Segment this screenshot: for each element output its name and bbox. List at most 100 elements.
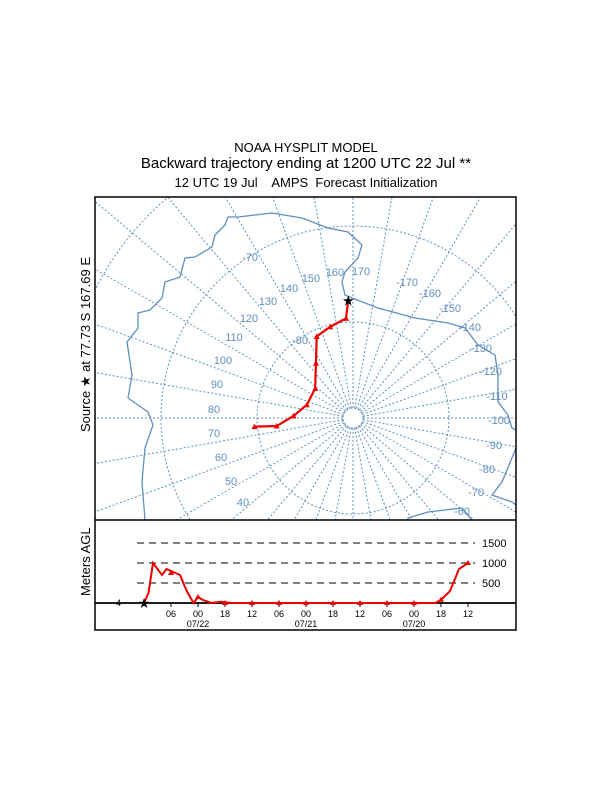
meridian-line	[359, 425, 439, 520]
meridian-line	[315, 427, 351, 520]
height-tick-label: 1000	[482, 558, 506, 570]
meridian-line	[95, 420, 344, 513]
height-marker	[357, 600, 363, 605]
time-tick-label: 18	[436, 609, 446, 619]
meridian-line	[224, 197, 349, 410]
left-axis-label: 4	[116, 598, 121, 608]
lat-lon-grid	[95, 197, 516, 520]
date-label: 07/21	[295, 619, 318, 629]
meridian-line	[357, 426, 413, 520]
source-star-icon: ★	[342, 292, 355, 308]
meridian-line	[95, 323, 344, 416]
time-tick-label: 12	[463, 609, 473, 619]
trajectory-marker	[313, 333, 320, 339]
plot-frame	[94, 196, 517, 631]
source-label: Source ★ at 77.73 S 167.69 E	[78, 257, 93, 432]
meridian-label: 150	[302, 273, 320, 285]
meridian-label: -60	[454, 506, 470, 518]
pole-circle	[342, 407, 364, 429]
height-panel: 500 1000 1500 4 06 00 18 12 06 00 18 12 06 00 18 12 07/2…	[95, 538, 516, 629]
meridian-line	[293, 426, 349, 520]
trajectory-marker	[312, 360, 319, 366]
height-marker	[411, 600, 417, 605]
source-star-icon: ★	[138, 595, 151, 611]
meridian-line	[355, 427, 391, 520]
trajectory-marker	[327, 323, 334, 330]
meridian-label: 70	[208, 428, 220, 440]
meridian-label: 50	[225, 476, 237, 488]
meridian-label: 110	[225, 332, 243, 344]
meridian-label: 130	[259, 296, 277, 308]
height-marker	[384, 600, 390, 605]
meridian-label: 140	[280, 283, 298, 295]
meridian-line	[167, 197, 347, 411]
coastline-east	[490, 447, 516, 506]
meridian-line	[362, 420, 516, 478]
meridian-line	[361, 422, 516, 513]
meridian-label: -80	[292, 335, 308, 347]
meridian-label: 40	[237, 497, 249, 509]
map-panel: -70 150 160 170 -170-160 -150 -140 -130 -120 -110…	[95, 197, 516, 520]
meridian-label: 90	[211, 379, 223, 391]
meridian-label: 170	[352, 266, 370, 278]
time-tick-label: 00	[301, 609, 311, 619]
time-tick-label: 18	[220, 609, 230, 619]
meridian-label: 60	[215, 452, 227, 464]
time-tick-label: 06	[166, 609, 176, 619]
height-tick-label: 1500	[482, 538, 506, 550]
meridian-label: -70	[242, 252, 258, 264]
meridian-line	[354, 427, 372, 520]
meridian-line	[231, 424, 346, 520]
coastline-south	[407, 507, 473, 520]
height-marker	[195, 594, 201, 599]
height-marker	[465, 560, 471, 565]
coastline	[126, 212, 516, 520]
meridian-label: -70	[468, 487, 484, 499]
height-marker	[276, 600, 282, 605]
meridian-line	[359, 223, 516, 411]
time-tick-label: 00	[409, 609, 419, 619]
height-tick-label: 500	[482, 578, 500, 590]
meridian-line	[272, 197, 351, 409]
meridian-label: 120	[240, 313, 258, 325]
trajectory-marker	[312, 385, 319, 391]
meridian-line	[95, 419, 344, 464]
time-tick-label: 12	[247, 609, 257, 619]
trajectory-marker	[290, 412, 297, 419]
meridian-line	[267, 425, 347, 520]
meridian-label: -150	[439, 303, 461, 315]
meridian-line	[176, 422, 345, 520]
meridian-labels: -70 150 160 170 -170-160 -150 -140 -130 -120 -110…	[208, 252, 510, 518]
meridian-label: -100	[488, 415, 510, 427]
trajectory-marker	[251, 423, 258, 430]
trajectory: ★	[251, 292, 355, 430]
time-tick-label: 00	[193, 609, 203, 619]
meridian-label: -130	[470, 343, 492, 355]
meridian-line	[360, 280, 516, 412]
meridian-label: 80	[208, 404, 220, 416]
trajectory-marker	[303, 401, 310, 408]
trajectory-marker	[343, 315, 350, 321]
trajectory-title: Backward trajectory ending at 1200 UTC 2…	[140, 155, 472, 172]
height-marker	[249, 600, 255, 605]
time-tick-label: 12	[355, 609, 365, 619]
time-tick-label: 06	[382, 609, 392, 619]
meridian-line	[357, 197, 482, 410]
height-marker	[330, 600, 336, 605]
trajectory-line	[254, 299, 350, 428]
meridian-line	[355, 197, 434, 409]
meridian-label: 100	[214, 355, 232, 367]
height-marker	[438, 596, 444, 602]
height-marker	[222, 600, 228, 605]
time-tick-label: 18	[328, 609, 338, 619]
meridian-line	[361, 323, 516, 414]
trajectory-marker	[273, 423, 280, 429]
meridian-label: -120	[480, 366, 502, 378]
meridian-label: -160	[419, 288, 441, 300]
height-marker	[168, 570, 174, 575]
meridian-label: -80	[479, 464, 495, 476]
meridian-label: -90	[486, 440, 502, 452]
meridian-line	[362, 419, 516, 448]
meridian-line	[362, 358, 516, 416]
